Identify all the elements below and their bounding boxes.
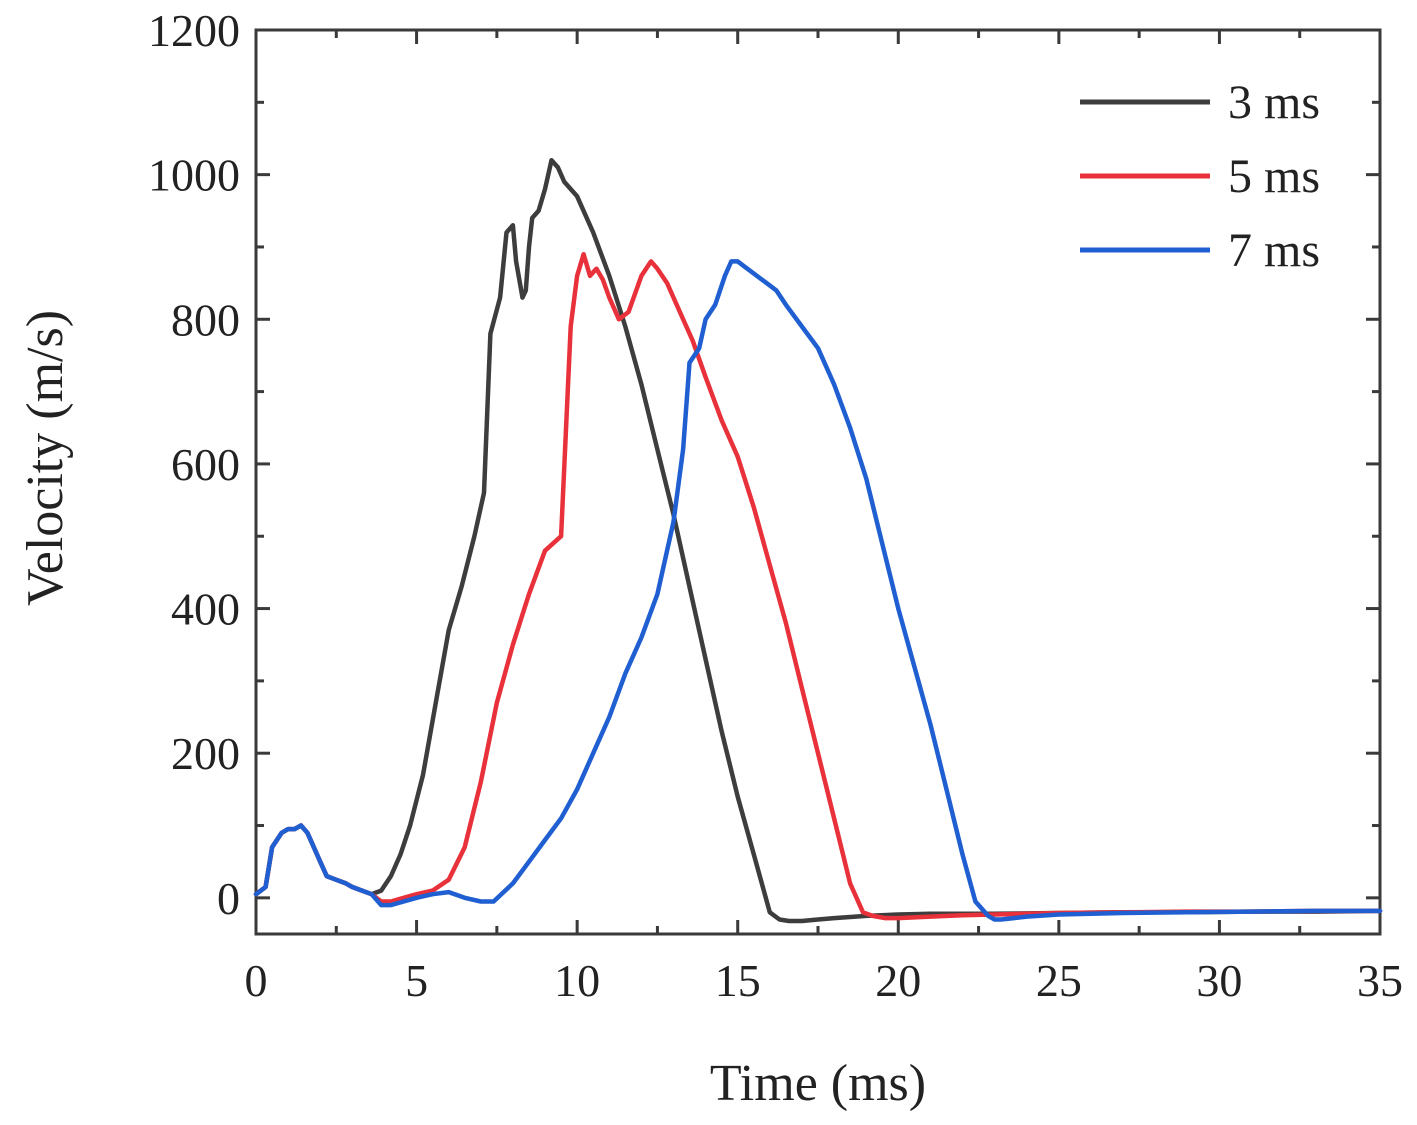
x-axis-title: Time (ms) <box>710 1055 926 1112</box>
y-tick-label: 400 <box>171 584 240 635</box>
series-lines <box>253 157 1383 924</box>
x-tick-label: 15 <box>715 955 761 1006</box>
axis-ticks <box>254 28 1382 934</box>
y-axis-title: Velocity (m/s) <box>17 310 74 606</box>
legend: 3 ms 5 ms 7 ms <box>1080 76 1320 277</box>
x-tick-label: 30 <box>1196 955 1242 1006</box>
x-tick-label: 25 <box>1036 955 1082 1006</box>
series-line-7-ms <box>253 259 1383 922</box>
legend-label-5-ms: 5 ms <box>1228 150 1320 203</box>
y-tick-label: 0 <box>217 873 240 924</box>
legend-label-3-ms: 3 ms <box>1228 76 1320 129</box>
x-tick-label: 10 <box>554 955 600 1006</box>
x-tick-label: 35 <box>1357 955 1403 1006</box>
plot-frame <box>254 28 1382 936</box>
legend-label-7-ms: 7 ms <box>1228 224 1320 277</box>
y-tick-label: 600 <box>171 439 240 490</box>
plot-area-border <box>254 28 1382 936</box>
x-tick-label: 20 <box>875 955 921 1006</box>
series-line-5-ms <box>253 251 1383 921</box>
series-line-3-ms <box>253 157 1383 924</box>
y-tick-label: 800 <box>171 294 240 345</box>
y-tick-label: 200 <box>171 728 240 779</box>
x-tick-label: 5 <box>405 955 428 1006</box>
x-tick-label: 0 <box>245 955 268 1006</box>
tick-labels: 0 5 10 15 20 25 30 35 0 200 400 600 800 1000 1200 <box>148 5 1403 1006</box>
y-tick-label: 1200 <box>148 5 240 56</box>
y-tick-label: 1000 <box>148 150 240 201</box>
